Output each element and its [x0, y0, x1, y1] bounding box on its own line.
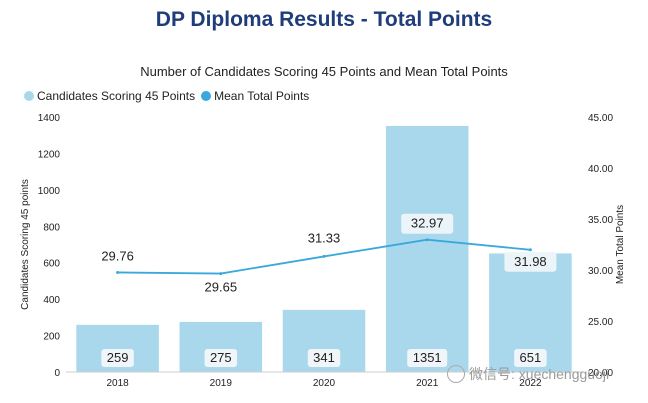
bar-label-bg — [407, 349, 448, 367]
chart-title: Number of Candidates Scoring 45 Points a… — [140, 64, 508, 79]
x-tick-label: 2019 — [210, 378, 233, 389]
line-point-mean — [528, 248, 532, 252]
x-tick-label: 2022 — [519, 378, 542, 389]
line-data-label: 31.98 — [514, 254, 547, 269]
y-right-tick-label: 40.00 — [588, 164, 613, 175]
line-data-label: 31.33 — [308, 230, 341, 245]
y-left-axis-title: Candidates Scoring 45 points — [20, 179, 31, 310]
legend-item-candidates[interactable]: Candidates Scoring 45 Points — [24, 89, 195, 103]
legend-item-mean[interactable]: Mean Total Points — [201, 89, 309, 103]
y-right-tick-label: 45.00 — [588, 113, 613, 124]
line-label-bg — [401, 213, 454, 234]
line-label-bg — [504, 251, 557, 272]
x-tick-label: 2020 — [313, 378, 336, 389]
y-left-tick-label: 0 — [54, 368, 60, 379]
y-right-tick-label: 30.00 — [588, 266, 613, 277]
bar-label-bg — [514, 349, 547, 367]
x-tick-label: 2018 — [106, 378, 129, 389]
line-data-label: 29.76 — [101, 248, 134, 263]
bar-data-label: 1351 — [413, 350, 442, 365]
y-left-tick-label: 1200 — [38, 149, 61, 160]
bar-label-bg — [204, 349, 238, 367]
wechat-icon — [447, 365, 465, 383]
bar-candidates — [385, 125, 469, 372]
y-left-tick-label: 1000 — [38, 186, 61, 197]
line-data-label: 29.65 — [205, 280, 238, 295]
bar-data-label: 341 — [313, 350, 335, 365]
y-right-tick-label: 25.00 — [588, 317, 613, 328]
line-point-mean — [116, 270, 120, 274]
bar-data-label: 651 — [520, 350, 542, 365]
x-tick-label: 2021 — [416, 378, 439, 389]
bar-label-bg — [307, 349, 341, 367]
y-left-tick-label: 800 — [43, 222, 60, 233]
watermark: 微信号: xuechengguoji — [447, 364, 609, 384]
watermark-text: 微信号: xuechengguoji — [469, 366, 610, 382]
line-point-mean — [322, 254, 326, 258]
line-data-label: 32.97 — [411, 216, 444, 231]
line-point-mean — [425, 238, 429, 242]
y-right-tick-label: 35.00 — [588, 215, 613, 226]
y-left-tick-label: 600 — [43, 259, 60, 270]
y-left-tick-label: 200 — [43, 332, 60, 343]
y-right-axis-title: Mean Total Points — [615, 205, 626, 284]
line-point-mean — [219, 272, 223, 276]
legend-swatch-mean — [201, 91, 212, 101]
legend-swatch-candidates — [24, 91, 34, 101]
legend-label-candidates: Candidates Scoring 45 Points — [37, 89, 196, 103]
y-right-tick-label: 20.00 — [588, 368, 613, 379]
y-left-tick-label: 400 — [43, 295, 60, 306]
legend-label-mean: Mean Total Points — [214, 89, 310, 103]
page-title: DP Diploma Results - Total Points — [155, 8, 493, 31]
bar-data-label: 259 — [107, 350, 129, 365]
y-left-tick-label: 1400 — [38, 113, 61, 124]
bar-label-bg — [101, 349, 134, 367]
chart-legend: Candidates Scoring 45 Points Mean Total … — [24, 89, 309, 103]
bar-data-label: 275 — [210, 350, 232, 365]
